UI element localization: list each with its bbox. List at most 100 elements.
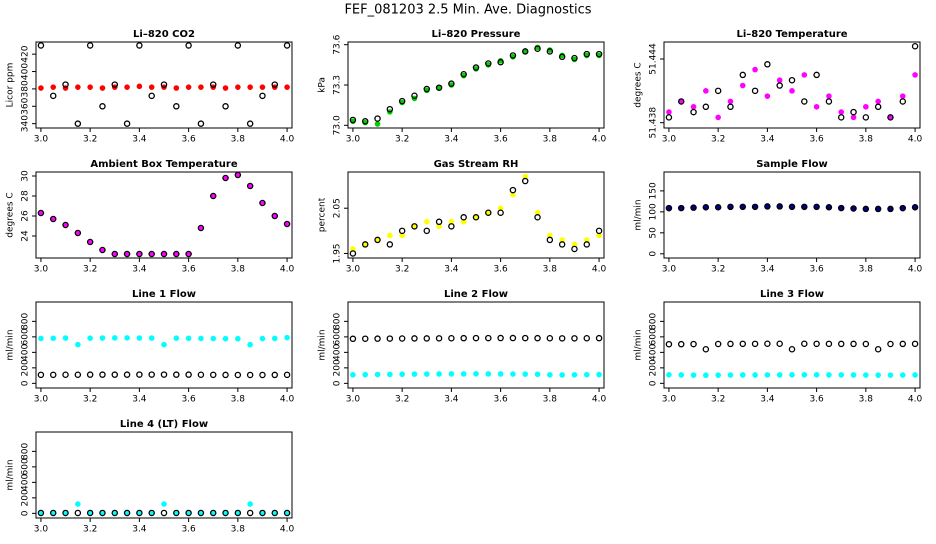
data-point — [74, 371, 82, 379]
data-point — [387, 232, 393, 239]
x-tick-label: 3.0 — [34, 525, 49, 535]
data-point — [75, 84, 81, 90]
data-point — [209, 509, 217, 517]
y-tick-label: 51.444 — [649, 43, 659, 75]
data-point — [558, 241, 566, 248]
y-tick-label: 360 — [21, 97, 31, 114]
data-point — [702, 346, 710, 353]
x-tick-label: 3.4 — [760, 395, 775, 405]
data-point — [62, 335, 69, 341]
data-point — [259, 92, 266, 100]
data-point — [497, 334, 504, 342]
x-tick-label: 4.0 — [592, 395, 607, 405]
y-tick-label: 400 — [21, 63, 31, 80]
data-point — [764, 340, 771, 348]
x-tick-label: 3.6 — [493, 135, 508, 145]
data-point — [423, 218, 430, 225]
data-point — [887, 372, 894, 378]
x-tick-label: 3.4 — [132, 135, 147, 145]
data-point — [863, 103, 869, 110]
x-tick-label: 4.0 — [908, 265, 923, 275]
y-tick-label: 600 — [21, 328, 31, 345]
data-point — [222, 371, 229, 379]
data-point — [690, 340, 697, 348]
x-tick-label: 3.2 — [395, 265, 409, 275]
y-tick-label: 26 — [21, 210, 31, 222]
data-point — [271, 81, 279, 88]
x-tick-label: 3.0 — [34, 135, 49, 145]
x-tick-label: 3.4 — [132, 265, 147, 275]
data-point — [62, 81, 69, 88]
data-point — [185, 250, 192, 258]
y-tick-label: 0 — [649, 380, 659, 386]
x-tick-label: 3.0 — [346, 135, 361, 145]
x-tick-label: 3.6 — [181, 395, 196, 405]
data-point — [197, 224, 205, 232]
data-point — [222, 509, 229, 517]
data-point — [751, 87, 759, 95]
data-point — [801, 72, 808, 78]
main-title: FEF_081203 2.5 Min. Ave. Diagnostics — [344, 3, 591, 18]
x-tick-label: 3.4 — [132, 525, 147, 535]
data-point — [284, 334, 290, 341]
x-tick-label: 3.8 — [859, 395, 874, 405]
plot-frame — [35, 301, 293, 389]
data-point — [37, 509, 45, 517]
data-point — [271, 371, 279, 379]
data-point — [899, 93, 906, 99]
data-point — [161, 501, 167, 507]
data-point — [37, 371, 45, 379]
data-point — [485, 209, 492, 216]
x-tick-label: 3.4 — [444, 135, 459, 145]
data-point — [677, 204, 685, 212]
data-point — [677, 340, 685, 348]
data-point — [136, 335, 143, 341]
data-point — [875, 372, 881, 378]
data-point — [246, 509, 254, 517]
x-tick-label: 4.0 — [280, 525, 295, 535]
data-point — [911, 42, 919, 50]
data-point — [850, 372, 857, 378]
data-point — [411, 371, 418, 377]
data-point — [690, 204, 697, 211]
data-point — [185, 335, 192, 342]
data-point — [751, 203, 759, 211]
data-point — [837, 114, 845, 121]
data-point — [111, 371, 119, 378]
x-tick-label: 3.6 — [493, 395, 508, 405]
y-tick-label: 800 — [333, 313, 343, 330]
data-point — [583, 335, 591, 342]
data-point — [788, 346, 796, 353]
data-point — [148, 371, 155, 378]
data-point — [435, 218, 443, 226]
y-tick-label: 1.95 — [333, 243, 343, 263]
panel-title: Li–820 CO2 — [133, 29, 195, 40]
x-tick-label: 3.8 — [543, 265, 558, 275]
data-point — [546, 236, 554, 244]
data-point — [448, 223, 455, 230]
data-point — [887, 205, 894, 213]
data-point — [838, 109, 845, 115]
data-point — [739, 340, 747, 348]
data-point — [87, 84, 93, 90]
x-tick-label: 3.0 — [346, 265, 361, 275]
data-point — [374, 115, 381, 122]
data-point — [583, 241, 591, 248]
data-point — [509, 52, 517, 59]
plot-frame — [347, 301, 605, 389]
x-tick-label: 3.2 — [83, 265, 97, 275]
data-point — [136, 250, 143, 258]
data-point — [801, 98, 808, 105]
data-point — [801, 203, 808, 211]
data-point — [596, 371, 602, 378]
plot-frame — [35, 41, 293, 129]
data-point — [899, 340, 907, 348]
data-point — [727, 203, 734, 211]
x-tick-label: 3.4 — [444, 265, 459, 275]
y-tick-label: 400 — [21, 474, 31, 491]
data-point — [714, 203, 722, 211]
x-tick-label: 3.0 — [346, 395, 361, 405]
y-tick-label: 600 — [649, 328, 659, 345]
data-point — [752, 66, 758, 73]
y-tick-label: 50 — [649, 227, 659, 239]
